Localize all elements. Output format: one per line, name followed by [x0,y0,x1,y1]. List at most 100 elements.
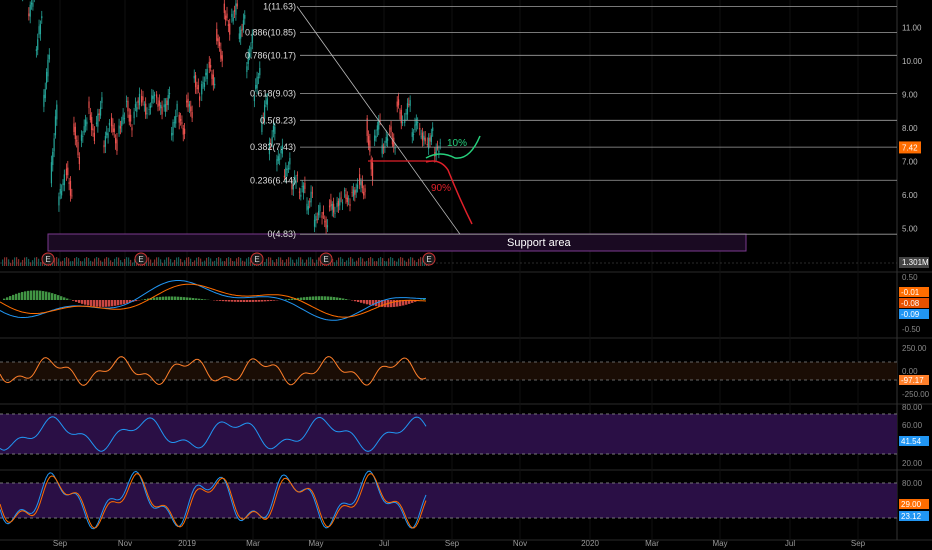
candle [272,120,275,138]
candle [84,114,87,133]
candle-body [171,132,173,136]
volume-bar [236,258,238,266]
macd_panel-tick: -0.50 [902,325,921,334]
candle [341,199,344,211]
candle [184,122,186,140]
volume-bar [384,260,386,266]
candle-body [176,103,178,111]
candle-body [173,122,175,124]
volume-bar [310,257,312,266]
volume-bar [418,258,420,266]
volume-bar [130,259,132,266]
candle [208,56,210,74]
candle-body [270,142,272,144]
fib-label: 0.236(6.44) [250,175,296,185]
candle [164,98,167,117]
candle [173,116,175,128]
volume-bar [410,257,412,266]
candle [153,91,156,103]
volume-bar [228,257,230,266]
earnings-marker: E [319,252,333,266]
candle-body [116,139,118,152]
candle-body [106,132,108,136]
candle-body [257,77,260,79]
fib-label: 0.618(9.03) [250,88,296,98]
candle-body [415,119,417,126]
volume-bar [370,257,372,266]
candle-body [181,121,183,125]
stoch_panel-badge-bg [899,511,929,521]
candle [291,179,293,196]
volume-bar [402,257,404,266]
candle [439,138,441,150]
candle-body [355,189,357,193]
candle-body [386,138,389,141]
candle-body [115,138,117,144]
candle-body [113,128,115,133]
candle-body [333,203,335,213]
candle-body [54,116,57,136]
volume-bar [396,261,398,266]
candle [158,94,160,111]
candle [393,133,395,153]
candle-body [128,114,130,122]
candle-body [268,142,271,155]
candle [143,101,145,112]
macd-histogram-bar [327,296,330,300]
x-tick-label: Sep [53,539,68,548]
candle [104,131,106,154]
volume-bar [414,260,416,266]
candle [67,160,69,179]
candle-body [384,146,386,148]
candle-body [378,120,380,130]
x-tick-label: Sep [851,539,866,548]
volume-bar [116,257,118,266]
candle-body [38,26,40,35]
candle [54,109,57,139]
candle [390,120,392,138]
support-area-box [47,233,747,252]
volume-bar [232,261,234,266]
candle [37,33,39,56]
candle [313,214,316,233]
candle-body [302,185,305,193]
candle-body [313,219,316,227]
volume-bar [284,262,286,266]
candle [370,155,372,176]
candle [259,61,261,79]
candle-body [71,195,73,197]
candle-body [402,122,404,124]
macd-histogram-bar [105,300,108,307]
volume-bar [204,260,206,266]
candle [296,171,298,183]
candle-body [251,33,253,43]
candle [336,196,338,213]
macd-histogram-bar [366,300,369,305]
candle-body [381,144,383,154]
volume-bar [26,257,28,266]
volume-bar [148,257,150,266]
volume-bar [280,257,282,266]
candle [61,184,63,199]
candle-body [182,128,184,135]
candle [428,133,430,155]
candle [355,183,357,198]
candle [366,115,368,143]
up-scenario-label: 10% [447,138,467,149]
volume-bar [200,258,202,266]
candle-body [430,135,432,142]
candle [337,198,340,213]
candles [2,0,441,308]
candle [339,192,341,211]
candle-body [86,121,88,125]
candle-body [45,72,48,83]
candle [136,101,138,118]
macd-histogram-bar [126,300,129,304]
macd_panel-badge-value: -0.01 [901,288,920,297]
candle-body [157,103,159,107]
candle [229,18,231,41]
candle [233,5,236,19]
volume-bar [150,259,152,266]
volume-bar [214,260,216,266]
candle [145,97,147,119]
